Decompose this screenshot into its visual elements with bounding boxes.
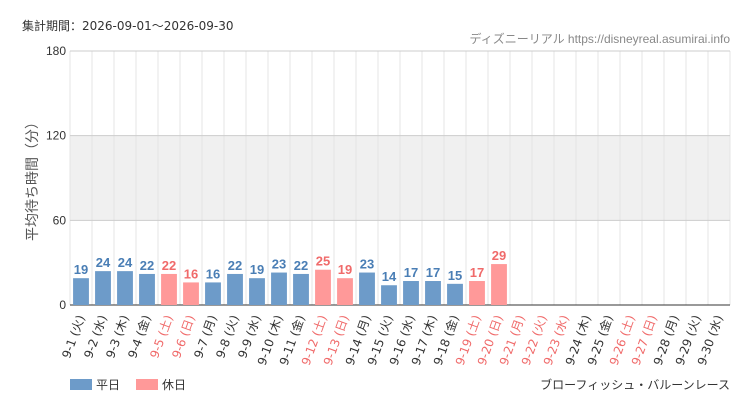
bar [271,272,287,305]
attraction-name: ブローフィッシュ・バルーンレース [540,377,730,392]
bar [337,278,353,305]
bar [117,271,133,305]
legend-label-holiday: 休日 [162,378,186,392]
bar [315,269,331,305]
y-axis-label: 平均待ち時間（分） [25,115,41,241]
legend-swatch-weekday [70,379,92,390]
data-label: 23 [272,257,286,272]
bar [73,278,89,305]
period-label: 集計期間：2026-09-01～2026-09-30 [22,18,233,33]
data-label: 22 [162,258,176,273]
legend: 平日 休日 [70,378,186,392]
bar [227,273,243,305]
data-label: 14 [382,269,397,284]
bar [139,273,155,305]
data-label: 16 [206,266,220,281]
grid-lines [69,50,731,306]
x-axis-ticks: 9-1 (火)9-2 (水)9-3 (木)9-4 (金)9-5 (土)9-6 (… [59,313,725,367]
bar [469,281,485,305]
data-label: 19 [250,262,264,277]
y-tick-label: 0 [59,298,66,312]
data-label: 17 [404,265,418,280]
bar [183,282,199,305]
bar [425,281,441,305]
y-tick-label: 120 [46,129,66,143]
data-label: 22 [140,258,154,273]
data-label: 29 [492,248,506,263]
data-label: 17 [426,265,440,280]
legend-label-weekday: 平日 [96,378,120,392]
y-tick-label: 180 [46,44,66,58]
data-label: 22 [294,258,308,273]
data-label: 17 [470,265,484,280]
data-label: 19 [338,262,352,277]
data-label: 23 [360,257,374,272]
bar [161,273,177,305]
data-label: 24 [96,255,111,270]
bar [403,281,419,305]
source-label: ディズニーリアル https://disneyreal.asumirai.inf… [470,31,731,46]
bar [491,264,507,305]
bar [95,271,111,305]
y-tick-label: 60 [53,213,67,227]
bars [73,264,507,305]
data-label: 19 [74,262,88,277]
data-label: 24 [118,255,133,270]
bar [293,273,309,305]
data-labels: 19 24 24 22 22 16 16 22 19 23 22 25 19 23 14 17 17 15 17 29 [74,248,506,284]
bar [249,278,265,305]
data-label: 22 [228,258,242,273]
bar [447,283,463,305]
data-label: 16 [184,266,198,281]
data-label: 25 [316,254,330,269]
bar [205,282,221,305]
y-axis-ticks: 0 60 120 180 [46,44,66,312]
bar [381,285,397,305]
data-label: 15 [448,268,462,283]
legend-swatch-holiday [136,379,158,390]
bar [359,272,375,305]
